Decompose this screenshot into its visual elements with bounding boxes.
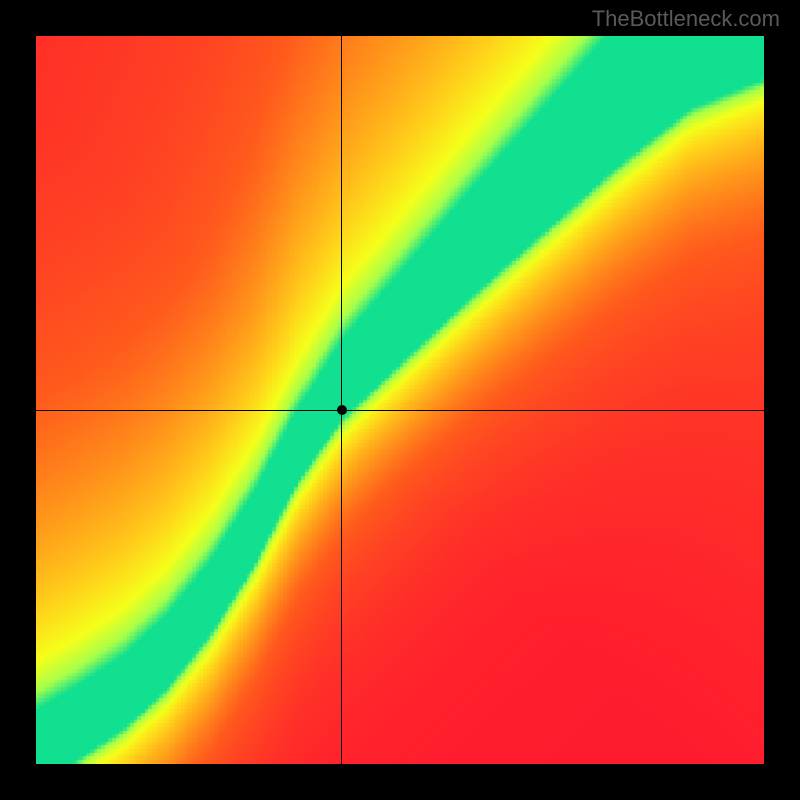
crosshair-vertical [341, 36, 342, 764]
crosshair-horizontal [36, 410, 764, 411]
crosshair-marker [337, 405, 347, 415]
plot-area [36, 36, 764, 764]
chart-container: TheBottleneck.com [0, 0, 800, 800]
heatmap-canvas [36, 36, 764, 764]
watermark-text: TheBottleneck.com [592, 6, 780, 32]
